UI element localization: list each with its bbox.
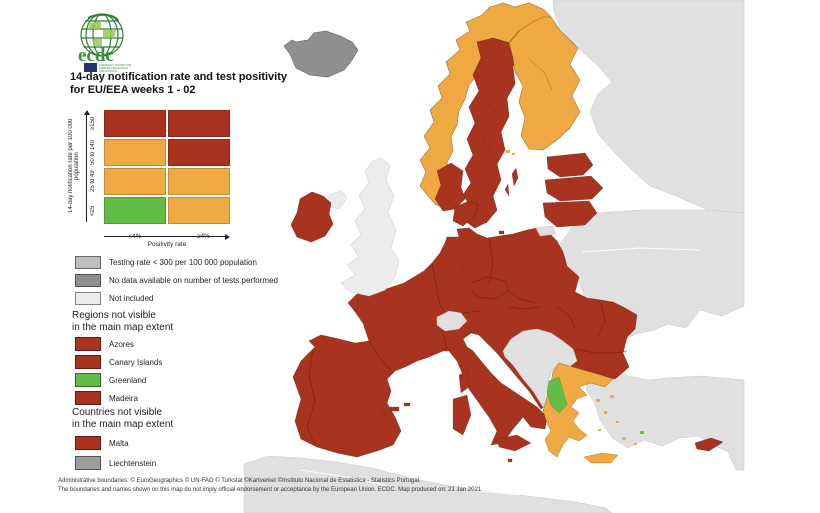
map-denmark xyxy=(452,200,479,227)
map-northern-ireland xyxy=(327,190,348,210)
no-data-swatch xyxy=(75,274,101,287)
map-eu-core xyxy=(292,227,638,458)
map-denmark-island xyxy=(480,217,487,223)
map-red-islands xyxy=(380,167,532,463)
map-kaliningrad xyxy=(535,225,557,237)
logo-subtext-line1: EUROPEAN CENTRE FOR xyxy=(99,63,131,67)
footer-disclaimer: Administrative boundaries: © EuroGeograp… xyxy=(58,477,758,495)
map-baltics xyxy=(542,152,604,228)
malta-swatch xyxy=(75,436,101,450)
matrix-row-label-0: ≥150 xyxy=(90,116,96,131)
map-dodecanese-green-island xyxy=(640,431,644,434)
matrix-y-axis-arrow xyxy=(83,110,90,222)
greenland-label: Greenland xyxy=(109,375,147,385)
madeira-swatch xyxy=(75,391,101,405)
map-title: 14-day notification rate and test positi… xyxy=(70,71,320,97)
footer-line1: Administrative boundaries: © EuroGeograp… xyxy=(58,478,421,484)
map-greece-west-region xyxy=(546,376,568,414)
no-data-label: No data available on number of tests per… xyxy=(109,276,278,285)
eu-internal-borders xyxy=(306,237,628,446)
testing-rate-swatch xyxy=(75,256,101,269)
canary-islands-swatch xyxy=(75,355,101,369)
matrix-y-axis-label: 14-day notification rate per 100 000 pop… xyxy=(68,118,80,214)
matrix-cell-4 xyxy=(104,168,166,195)
regions-heading-line1: Regions not visible xyxy=(72,310,156,321)
matrix-cell-3 xyxy=(168,139,230,166)
matrix-x-axis-arrow xyxy=(104,233,230,240)
countries-heading: Countries not visible in the main map ex… xyxy=(72,407,173,431)
legend-item-madeira: Madeira xyxy=(75,391,138,405)
map-iceland xyxy=(283,30,359,78)
legend-item-greenland: Greenland xyxy=(75,373,146,387)
legend-item-not-included: Not included xyxy=(75,292,153,305)
map-north-africa xyxy=(243,455,613,513)
matrix-row-label-1: 50 to 149 xyxy=(90,139,96,166)
testing-rate-label: Testing rate < 300 per 100 000 populatio… xyxy=(109,258,257,267)
eu-regional-borders xyxy=(319,242,532,430)
matrix-x-axis-label: Positivity rate xyxy=(147,241,187,248)
legend-item-canary-islands: Canary Islands xyxy=(75,355,162,369)
map-aland-islands xyxy=(506,150,515,155)
eu-flag xyxy=(84,63,97,72)
madeira-label: Madeira xyxy=(109,393,138,403)
matrix-cell-1 xyxy=(168,110,230,137)
malta-label: Malta xyxy=(109,438,129,448)
map-norway-south-region xyxy=(434,162,466,212)
map-great-britain xyxy=(340,157,400,297)
ecdc-logo: ecdc EUROPEAN CENTRE FOR DISEASE PREVENT… xyxy=(78,13,131,73)
map-aegean-islands xyxy=(596,395,637,445)
map-switzerland xyxy=(436,310,468,332)
footer-line2: The boundaries and names shown on this m… xyxy=(58,487,482,493)
azores-swatch xyxy=(75,337,101,351)
logo-subtext-line2: DISEASE PREVENTION xyxy=(99,66,128,70)
title-line2: for EU/EEA weeks 1 - 02 xyxy=(70,84,196,96)
not-included-label: Not included xyxy=(109,294,154,303)
logo-subtext-line3: AND CONTROL xyxy=(99,69,118,73)
legend-item-azores: Azores xyxy=(75,337,134,351)
not-included-swatch xyxy=(75,292,101,305)
nordic-regional-borders xyxy=(482,59,553,193)
regions-heading-line2: in the main map extent xyxy=(72,322,174,333)
countries-heading-line1: Countries not visible xyxy=(72,407,163,418)
title-line1: 14-day notification rate and test positi… xyxy=(70,71,287,83)
legend-item-malta: Malta xyxy=(75,436,129,450)
map-finland xyxy=(508,16,581,151)
greenland-swatch xyxy=(75,373,101,387)
legend-item-no-data: No data available on number of tests per… xyxy=(75,274,278,287)
regions-heading: Regions not visible in the main map exte… xyxy=(72,310,173,334)
matrix-cell-5 xyxy=(168,168,230,195)
liechtenstein-swatch xyxy=(75,456,101,470)
matrix-row-label-3: <25 xyxy=(90,205,96,216)
map-crete xyxy=(583,452,619,464)
matrix-cell-7 xyxy=(168,197,230,224)
map-ireland xyxy=(290,191,334,243)
logo-text: ecdc xyxy=(78,45,114,66)
azores-label: Azores xyxy=(109,339,134,349)
canary-islands-label: Canary Islands xyxy=(109,357,163,367)
matrix-row-label-2: 25 to 49 xyxy=(90,170,96,193)
matrix-cell-6 xyxy=(104,197,166,224)
liechtenstein-label: Liechtenstein xyxy=(109,458,157,468)
matrix-row-labels: ≥150 50 to 149 25 to 49 <25 xyxy=(90,110,96,224)
matrix-cell-2 xyxy=(104,139,166,166)
legend-item-liechtenstein: Liechtenstein xyxy=(75,456,156,470)
globe-patches xyxy=(88,21,116,46)
legend-item-testing-rate: Testing rate < 300 per 100 000 populatio… xyxy=(75,256,257,269)
countries-heading-line2: in the main map extent xyxy=(72,419,174,430)
matrix-grid xyxy=(104,110,230,224)
matrix-cell-0 xyxy=(104,110,166,137)
map-cyprus xyxy=(694,437,724,452)
